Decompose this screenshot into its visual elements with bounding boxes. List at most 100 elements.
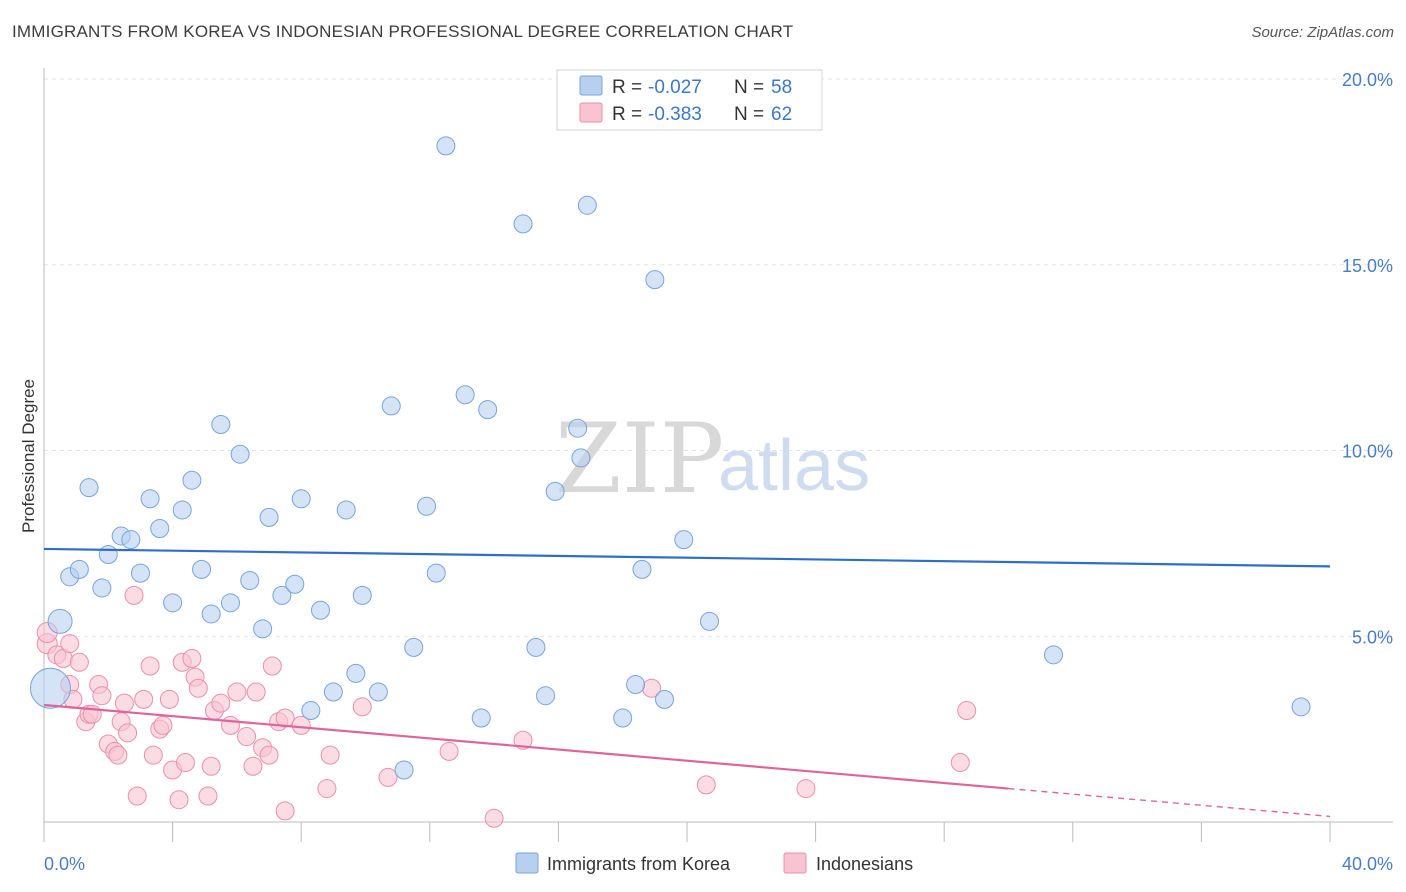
korea-point xyxy=(545,481,565,501)
watermark-atlas: atlas xyxy=(718,426,870,506)
indonesians-point xyxy=(275,801,295,821)
indonesians-point xyxy=(950,753,970,773)
indonesians-point xyxy=(188,678,208,698)
indonesians-point xyxy=(246,682,266,702)
korea-point xyxy=(192,559,212,579)
korea-point xyxy=(336,500,356,520)
y-tick-label: 15.0% xyxy=(1342,256,1393,276)
korea-point xyxy=(571,448,591,468)
korea-point xyxy=(323,682,343,702)
korea-point xyxy=(291,489,311,509)
legend-indo-n-value: 62 xyxy=(771,104,792,125)
indonesians-trend-extension xyxy=(1008,787,1331,818)
korea-point xyxy=(568,418,588,438)
korea-point xyxy=(513,214,533,234)
chart-title: IMMIGRANTS FROM KOREA VS INDONESIAN PROF… xyxy=(12,22,794,41)
indonesians-point xyxy=(169,790,189,810)
korea-point xyxy=(220,593,240,613)
indonesians-point xyxy=(262,656,282,676)
korea-point xyxy=(1291,697,1311,717)
y-tick-label: 10.0% xyxy=(1342,442,1393,462)
korea-point xyxy=(700,611,720,631)
legend-indo-n-label: N = xyxy=(734,104,764,125)
indonesians-point xyxy=(127,786,147,806)
bottom-legend-indo-label: Indonesians xyxy=(816,854,913,874)
legend-korea-swatch xyxy=(579,75,603,96)
korea-point xyxy=(368,682,388,702)
indonesians-point xyxy=(259,745,279,765)
korea-point xyxy=(29,667,71,709)
korea-point xyxy=(577,195,597,215)
korea-point xyxy=(381,396,401,416)
indonesians-point xyxy=(175,753,195,773)
indonesians-point xyxy=(796,779,816,799)
korea-point xyxy=(79,478,99,498)
korea-point xyxy=(632,559,652,579)
indonesians-point xyxy=(159,689,179,709)
indonesians-point xyxy=(211,693,231,713)
x-tick-label-min: 0.0% xyxy=(44,854,85,874)
korea-point xyxy=(526,637,546,657)
korea-point xyxy=(240,571,260,591)
indonesians-point xyxy=(439,741,459,761)
korea-point xyxy=(1044,645,1064,665)
korea-point xyxy=(140,489,160,509)
indonesians-point xyxy=(143,745,163,765)
korea-point xyxy=(346,663,366,683)
korea-point xyxy=(404,637,424,657)
y-tick-label: 20.0% xyxy=(1342,70,1393,90)
korea-point xyxy=(654,689,674,709)
indonesians-point xyxy=(108,745,128,765)
indonesians-point xyxy=(275,708,295,728)
korea-point xyxy=(471,708,491,728)
y-tick-labels: 5.0% 10.0% 15.0% 20.0% xyxy=(1342,70,1393,647)
korea-point xyxy=(230,444,250,464)
korea-point xyxy=(478,400,498,420)
legend-indo-swatch xyxy=(579,102,603,123)
korea-point xyxy=(69,559,89,579)
korea-points xyxy=(29,136,1311,780)
korea-point xyxy=(121,530,141,550)
indonesians-point xyxy=(198,786,218,806)
indonesians-point xyxy=(69,652,89,672)
y-tick-label: 5.0% xyxy=(1352,627,1393,647)
korea-point xyxy=(253,619,273,639)
indonesians-point xyxy=(317,779,337,799)
korea-point xyxy=(98,545,118,565)
korea-point xyxy=(310,600,330,620)
legend-indo-r-value: -0.383 xyxy=(648,104,702,125)
legend-korea-n-label: N = xyxy=(734,77,764,98)
indonesians-point xyxy=(320,745,340,765)
indonesians-trend-line xyxy=(43,703,1009,790)
indonesians-point xyxy=(484,808,504,828)
trend-lines xyxy=(43,547,1331,818)
korea-point xyxy=(211,414,231,434)
indonesians-point xyxy=(140,656,160,676)
indonesians-points xyxy=(36,585,977,828)
korea-point xyxy=(130,563,150,583)
indonesians-point xyxy=(114,693,134,713)
korea-point xyxy=(417,496,437,516)
korea-point xyxy=(674,530,694,550)
korea-point xyxy=(613,708,633,728)
legend-indo-r-label: R = xyxy=(612,104,642,125)
indonesians-point xyxy=(134,689,154,709)
indonesians-point xyxy=(513,730,533,750)
indonesians-point xyxy=(201,756,221,776)
korea-point xyxy=(626,675,646,695)
korea-point xyxy=(455,385,475,405)
korea-point xyxy=(92,578,112,598)
korea-point xyxy=(259,507,279,527)
indonesians-point xyxy=(696,775,716,795)
indonesians-point xyxy=(243,756,263,776)
indonesians-point xyxy=(957,701,977,721)
series-legend: Immigrants from Korea Indonesians xyxy=(515,852,913,874)
indonesians-point xyxy=(352,697,372,717)
legend-korea-n-value: 58 xyxy=(771,77,792,98)
indonesians-point xyxy=(153,715,173,735)
indonesians-point xyxy=(118,723,138,743)
korea-point xyxy=(182,470,202,490)
legend-korea-r-label: R = xyxy=(612,77,642,98)
korea-point xyxy=(47,608,73,634)
korea-trend-line xyxy=(43,547,1331,568)
